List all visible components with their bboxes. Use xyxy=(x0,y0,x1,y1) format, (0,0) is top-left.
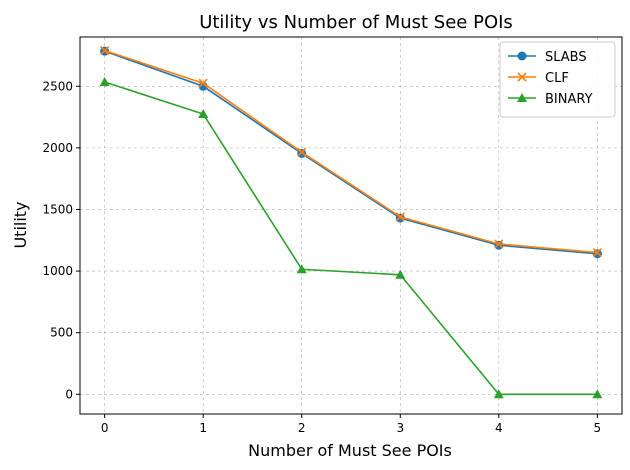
data-point-clf xyxy=(100,45,110,56)
legend-label-slabs: SLABS xyxy=(545,50,587,65)
legend-marker-binary xyxy=(517,93,527,102)
series-line-binary xyxy=(104,81,598,396)
data-point-clf xyxy=(198,78,208,88)
data-point-clf xyxy=(297,147,307,157)
x-tick-label: 3 xyxy=(396,421,404,435)
series-binary xyxy=(99,76,603,399)
y-tick-label: 1000 xyxy=(42,264,73,278)
data-point-slabs xyxy=(494,240,504,250)
data-point-clf xyxy=(592,248,602,258)
data-point-slabs xyxy=(592,249,602,259)
x-axis-ticks: 0 1 2 3 4 5 xyxy=(101,414,601,435)
series-line-clf xyxy=(104,49,598,254)
y-tick-label: 2500 xyxy=(42,79,73,93)
legend-label-clf: CLF xyxy=(545,71,569,86)
data-point-binary xyxy=(99,76,110,86)
y-tick-label: 500 xyxy=(50,326,73,340)
data-point-binary xyxy=(493,389,504,399)
data-point-binary xyxy=(395,269,406,279)
series-line-slabs xyxy=(104,50,598,255)
y-tick-label: 1500 xyxy=(42,202,73,216)
x-tick-label: 0 xyxy=(101,421,109,435)
x-axis-title: Number of Must See POIs xyxy=(248,441,452,460)
data-point-binary xyxy=(592,389,603,399)
data-point-clf xyxy=(395,212,405,222)
x-tick-label: 5 xyxy=(594,421,602,435)
series-clf xyxy=(100,45,602,258)
legend-marker-clf xyxy=(517,72,527,82)
data-point-binary xyxy=(198,109,209,119)
series-layer xyxy=(99,45,603,399)
data-point-binary xyxy=(296,264,307,274)
data-point-clf xyxy=(494,239,504,249)
y-tick-label: 2000 xyxy=(42,141,73,155)
x-tick-label: 1 xyxy=(199,421,207,435)
x-tick-label: 2 xyxy=(298,421,306,435)
legend: SLABS CLF BINARY xyxy=(499,41,616,118)
y-axis-title: Utility xyxy=(11,201,30,248)
y-tick-label: 0 xyxy=(65,387,73,401)
y-axis-ticks: 0 500 1000 1500 2000 2500 xyxy=(42,79,80,401)
plot-frame xyxy=(79,36,623,415)
legend-label-binary: BINARY xyxy=(545,92,593,107)
legend-marker-slabs xyxy=(517,51,527,61)
x-tick-label: 4 xyxy=(495,421,503,435)
chart-title: Utility vs Number of Must See POIs xyxy=(199,12,513,33)
